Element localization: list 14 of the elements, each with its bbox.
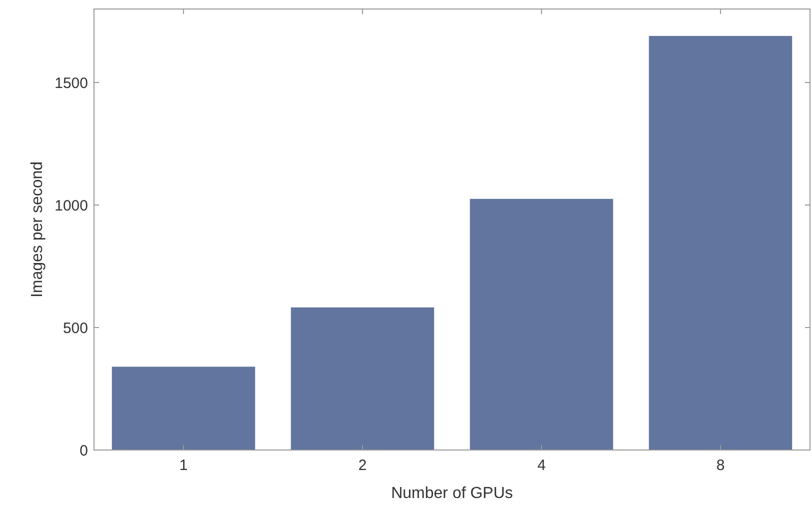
bar xyxy=(648,36,792,450)
y-axis-title: Images per second xyxy=(29,161,46,298)
y-tick-label: 1000 xyxy=(54,197,88,214)
x-axis-title: Number of GPUs xyxy=(391,485,513,502)
y-tick-label: 0 xyxy=(80,442,88,460)
bar xyxy=(112,366,256,450)
x-tick-label: 8 xyxy=(716,457,725,474)
x-tick-label: 4 xyxy=(537,457,546,474)
bar xyxy=(290,307,434,450)
y-tick-label: 1500 xyxy=(54,74,88,92)
x-tick-label: 1 xyxy=(179,457,188,474)
bar xyxy=(470,198,614,450)
y-tick-label: 500 xyxy=(62,320,88,337)
x-tick-label: 2 xyxy=(358,457,367,474)
